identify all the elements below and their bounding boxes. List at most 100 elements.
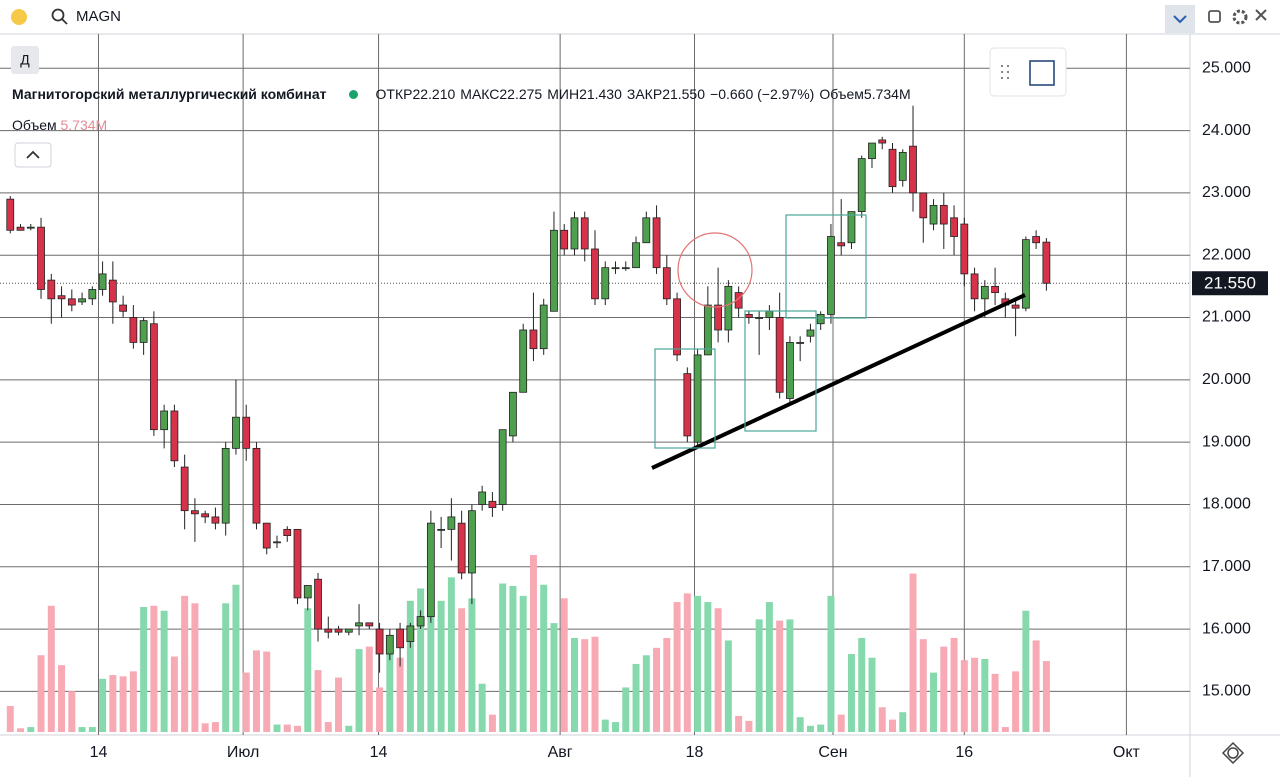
rect-drawing[interactable] xyxy=(785,214,867,319)
window-dot[interactable] xyxy=(11,9,27,25)
status-dot xyxy=(348,89,358,99)
volume-bar xyxy=(1032,640,1040,732)
dropdown-button[interactable] xyxy=(1165,5,1195,33)
candle-body xyxy=(201,513,210,518)
volume-bar xyxy=(160,610,168,732)
trend-line[interactable] xyxy=(651,293,1026,470)
volume-bar xyxy=(868,657,876,732)
candle-body xyxy=(6,198,15,231)
candle-body xyxy=(139,320,148,343)
volume-bar xyxy=(191,603,199,732)
candle-body xyxy=(488,500,497,508)
candle-body xyxy=(314,578,322,630)
volume-bar xyxy=(817,724,825,732)
circle-drawing[interactable] xyxy=(677,232,753,308)
candle-body xyxy=(211,516,220,524)
candle-body xyxy=(560,229,569,250)
volume-bar xyxy=(509,585,517,732)
collapse-button[interactable] xyxy=(14,142,52,168)
drawing-toolbar xyxy=(989,47,1067,97)
axis-settings-icon xyxy=(1221,741,1245,765)
drag-handle[interactable] xyxy=(1001,65,1009,79)
candle-body xyxy=(437,528,446,531)
candle-body xyxy=(714,304,722,331)
candle-body xyxy=(991,285,999,293)
window-icon[interactable] xyxy=(1208,10,1221,23)
volume-bar xyxy=(294,725,301,732)
candle-body xyxy=(683,373,692,437)
y-tick-label: 15.000 xyxy=(1202,683,1251,700)
candle-body xyxy=(1042,241,1051,284)
volume-bar xyxy=(991,673,999,732)
volume-bar xyxy=(242,672,250,732)
volume-bar xyxy=(765,602,773,732)
search-icon[interactable] xyxy=(51,8,65,22)
candle-body xyxy=(960,223,969,275)
volume-bar xyxy=(745,720,753,732)
volume-bar xyxy=(960,660,968,732)
volume-bar xyxy=(714,608,722,732)
volume-bar xyxy=(365,646,373,732)
candle-body xyxy=(293,528,302,599)
candle-body xyxy=(580,217,589,250)
y-tick-label: 20.000 xyxy=(1202,371,1251,388)
volume-bar xyxy=(376,687,384,732)
volume-bar xyxy=(1012,671,1020,732)
rect-drawing[interactable] xyxy=(654,348,716,449)
volume-bar xyxy=(919,639,927,732)
volume-bar xyxy=(899,712,907,732)
interval-text: Д xyxy=(20,52,30,68)
candle-body xyxy=(652,217,661,269)
candle-body xyxy=(878,139,887,144)
candle-body xyxy=(16,226,25,231)
candle-body xyxy=(273,541,281,544)
volume-bar xyxy=(458,608,466,732)
volume-bar xyxy=(540,584,548,732)
legend-value: 21.550 xyxy=(662,86,706,102)
volume-bar xyxy=(755,619,763,732)
candle-body xyxy=(303,585,312,599)
candle-body xyxy=(796,342,805,344)
settings-icon[interactable] xyxy=(1232,9,1248,25)
candle-body xyxy=(724,285,733,331)
candle-body xyxy=(888,148,897,188)
candle-body xyxy=(78,298,86,303)
volume-bar xyxy=(1042,661,1050,732)
candle-body xyxy=(1032,236,1041,244)
candle-body xyxy=(868,142,876,160)
x-tick-label: Сен xyxy=(818,744,847,761)
candle-body xyxy=(98,273,107,290)
legend-label: МАКС xyxy=(460,86,500,102)
volume-bar xyxy=(950,637,958,732)
volume-bar xyxy=(88,727,96,732)
candle-body xyxy=(662,267,671,300)
candle-body xyxy=(457,522,466,574)
volume-bar xyxy=(150,605,158,732)
volume-bar xyxy=(386,646,394,732)
axis-settings-icon[interactable] xyxy=(1227,747,1239,759)
x-tick-label: 18 xyxy=(686,744,704,761)
search-text[interactable]: MAGN xyxy=(76,8,121,25)
volume-bar xyxy=(222,603,230,732)
candle-body xyxy=(344,628,353,633)
volume-bar xyxy=(642,655,650,732)
candle-body xyxy=(775,317,784,393)
candle-body xyxy=(26,226,35,229)
volume-bar xyxy=(837,714,845,732)
close-icon[interactable] xyxy=(1255,9,1267,21)
candle-body xyxy=(57,295,66,300)
legend-value: 22.275 xyxy=(499,86,543,102)
candle-body xyxy=(385,634,394,655)
rect-drawing[interactable] xyxy=(744,310,817,432)
volume-bar xyxy=(232,584,240,732)
interval-button[interactable] xyxy=(11,46,39,74)
candle-body xyxy=(939,204,948,225)
legend-label: ЗАКР xyxy=(626,86,663,102)
candle-body xyxy=(37,226,45,290)
volume-bar xyxy=(37,655,45,732)
volume-bar xyxy=(981,658,989,732)
volume-bar xyxy=(878,707,886,732)
rect-tool[interactable] xyxy=(1029,60,1055,86)
candle-body xyxy=(734,292,743,309)
